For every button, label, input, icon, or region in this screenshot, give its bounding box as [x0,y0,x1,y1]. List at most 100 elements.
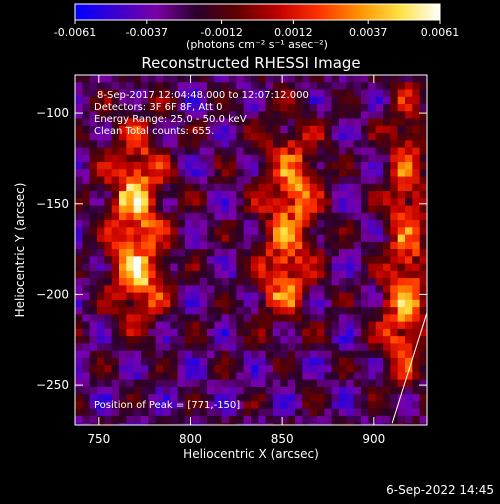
heatmap-cell [133,314,142,323]
heatmap-cell [141,430,149,438]
heatmap-cell [273,343,281,352]
heatmap-cell [309,111,318,120]
heatmap-cell [119,336,127,344]
heatmap-cell [155,314,164,323]
heatmap-cell [412,336,421,344]
heatmap-cell [251,169,259,178]
heatmap-cell [280,191,289,199]
heatmap-cell [75,162,83,170]
heatmap-cell [317,212,325,221]
heatmap-cell [148,336,157,344]
heatmap-cell [383,394,391,403]
heatmap-cell [75,75,83,83]
heatmap-cell [229,379,237,388]
heatmap-cell [309,249,318,257]
heatmap-cell [185,270,193,279]
heatmap-cell [302,241,311,250]
heatmap-cell [104,154,113,163]
heatmap-cell [199,372,208,381]
heatmap-cell [75,386,83,395]
heatmap-cell [89,176,98,185]
heatmap-cell [155,104,164,112]
heatmap-cell [199,111,208,120]
heatmap-cell [207,133,215,141]
heatmap-cell [397,169,406,178]
heatmap-cell [317,256,325,265]
heatmap-cell [397,249,406,257]
colorbar: -0.0061 -0.0037 -0.0012 0.0012 0.0037 0.0061 … [54,3,459,51]
heatmap-cell [353,336,362,344]
heatmap-cell [258,336,267,344]
heatmap-cell [331,307,340,315]
heatmap-cell [89,336,98,344]
heatmap-cell [339,292,347,301]
heatmap-cell [111,191,120,199]
heatmap-cell [383,292,391,301]
heatmap-cell [273,307,281,315]
heatmap-cell [89,299,98,308]
heatmap-cell [368,96,377,105]
heatmap-cell [119,357,127,366]
heatmap-cell [177,256,186,265]
heatmap-cell [221,263,230,272]
heatmap-cell [229,82,237,91]
heatmap-cell [214,365,223,374]
heatmap-cell [405,147,413,156]
heatmap-cell [214,343,223,352]
heatmap-cell [302,285,311,294]
heatmap-cell [229,212,237,221]
heatmap-cell [273,140,281,149]
heatmap-cell [221,133,230,141]
heatmap-cell [295,292,303,301]
heatmap-cell [199,415,208,424]
heatmap-cell [148,220,157,228]
heatmap-cell [361,314,369,323]
heatmap-cell [207,292,215,301]
heatmap-cell [331,89,340,98]
heatmap-cell [119,307,127,315]
heatmap-cell [273,191,281,199]
heatmap-cell [177,278,186,286]
heatmap-cell [361,82,369,91]
heatmap-cell [309,270,318,279]
heatmap-cell [317,220,325,228]
heatmap-cell [236,111,245,120]
heatmap-cell [236,212,245,221]
heatmap-cell [229,307,237,315]
heatmap-cell [324,299,333,308]
heatmap-cell [339,104,347,112]
heatmap-cell [397,234,406,243]
heatmap-cell [104,198,113,207]
heatmap-cell [192,169,201,178]
heatmap-cell [295,227,303,236]
heatmap-cell [353,205,362,214]
heatmap-cell [155,365,164,374]
heatmap-cell [82,386,91,395]
heatmap-cell [258,212,267,221]
heatmap-cell [243,285,252,294]
heatmap-cell [273,118,281,127]
heatmap-cell [390,96,399,105]
heatmap-cell [82,191,91,199]
heatmap-cell [133,183,142,192]
heatmap-cell [185,176,193,185]
heatmap-cell [141,241,149,250]
heatmap-cell [353,125,362,134]
heatmap-cell [405,154,413,163]
heatmap-cell [295,415,303,424]
heatmap-cell [141,111,149,120]
heatmap-cell [243,292,252,301]
heatmap-cell [419,205,427,214]
heatmap-cell [111,394,120,403]
heatmap-cell [405,234,413,243]
heatmap-cell [89,270,98,279]
heatmap-cell [199,386,208,395]
heatmap-cell [133,386,142,395]
heatmap-cell [221,162,230,170]
heatmap-cell [126,328,135,337]
heatmap-cell [383,278,391,286]
heatmap-cell [412,430,420,438]
heatmap-cell [163,82,171,91]
heatmap-cell [163,263,171,272]
heatmap-cell [295,386,303,395]
